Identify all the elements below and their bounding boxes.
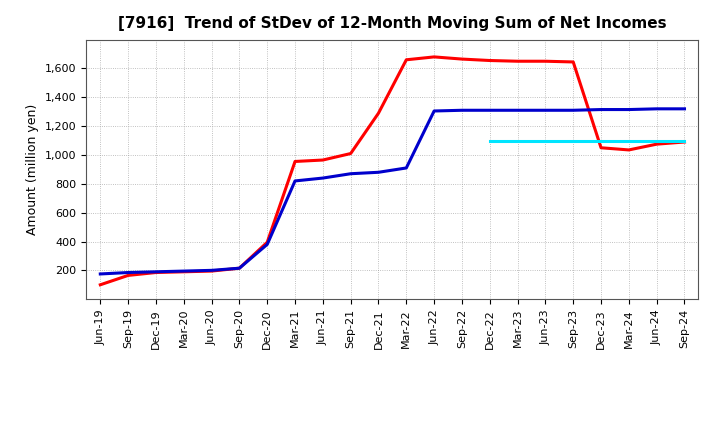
Y-axis label: Amount (million yen): Amount (million yen) [27, 104, 40, 235]
Title: [7916]  Trend of StDev of 12-Month Moving Sum of Net Incomes: [7916] Trend of StDev of 12-Month Moving… [118, 16, 667, 32]
